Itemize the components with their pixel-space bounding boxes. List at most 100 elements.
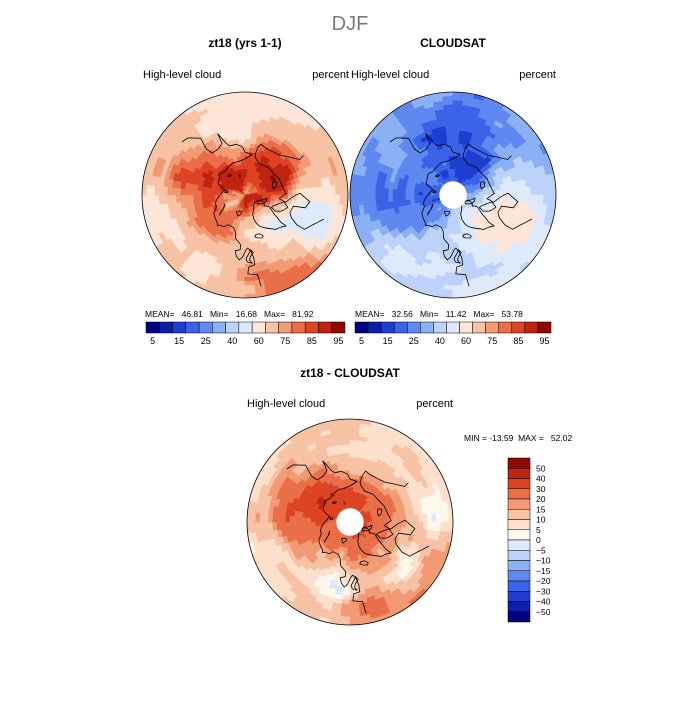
colorbar-swatch (508, 612, 530, 622)
colorbar-tick-label: 15 (383, 336, 393, 346)
field-cell (371, 195, 376, 204)
field-cell (245, 109, 254, 114)
colorbar-tick-label: 10 (536, 515, 546, 525)
field-cell (526, 187, 531, 195)
field-cell (350, 462, 356, 467)
field-cell (345, 565, 350, 570)
field-cell (275, 191, 279, 195)
field-cell (245, 126, 252, 131)
colorbar-tick-label: 85 (307, 336, 317, 346)
field-cell (330, 186, 335, 195)
field-cell (279, 191, 283, 195)
field-cell (453, 144, 458, 149)
field-cell (384, 188, 389, 195)
colorbar-tick-label: −40 (536, 597, 551, 607)
colorbar-tick-label: 20 (536, 494, 546, 504)
field-cell (418, 514, 423, 522)
field-cell (397, 517, 402, 522)
field-cell (286, 515, 291, 522)
field-cell (350, 440, 359, 445)
field-cell (236, 280, 245, 285)
field-cell (303, 517, 308, 522)
field-cell (326, 186, 331, 195)
field-cell (435, 522, 440, 531)
field-cell (281, 515, 286, 522)
field-cell (313, 195, 318, 203)
field-cell (453, 212, 455, 216)
colorbar-swatch (508, 602, 530, 612)
field-cell (240, 238, 245, 243)
field-cell (256, 522, 261, 532)
field-cell (245, 216, 248, 220)
field-cell (350, 569, 355, 574)
field-cell (453, 101, 463, 106)
field-cell (393, 517, 398, 522)
panel2-units-label: percent (519, 69, 556, 81)
field-cell (273, 514, 278, 522)
field-cell (453, 135, 459, 140)
colorbar-swatch (486, 322, 499, 333)
colorbar-tick-label: 50 (536, 463, 546, 473)
colorbar-swatch (508, 509, 530, 519)
colorbar-tick-label: 60 (254, 336, 264, 346)
field-cell (163, 186, 168, 195)
field-cell (453, 216, 456, 220)
pole-mask (439, 181, 466, 208)
field-cell (447, 139, 453, 144)
field-cell (397, 195, 402, 201)
field-cell (453, 229, 457, 233)
field-cell (292, 190, 297, 195)
field-cell (453, 225, 457, 229)
field-cell (453, 233, 457, 238)
field-cell (189, 189, 194, 195)
field-cell (235, 101, 245, 106)
field-cell (245, 122, 253, 127)
field-cell (427, 522, 432, 531)
panel3-variable-label: High-level cloud (247, 398, 325, 410)
field-cell (487, 191, 491, 195)
field-cell (236, 272, 245, 277)
colorbar-tick-label: 75 (487, 336, 497, 346)
field-cell (470, 193, 474, 195)
field-cell (185, 195, 190, 201)
panel3-title: zt18 - CLOUDSAT (300, 366, 400, 380)
colorbar-swatch (508, 479, 530, 489)
field-cell (444, 113, 453, 118)
field-cell (446, 126, 453, 131)
field-cell (384, 195, 389, 202)
pole-mask (336, 508, 363, 535)
field-cell (245, 144, 250, 149)
field-cell (163, 195, 168, 204)
field-cell (453, 118, 461, 123)
field-cell (496, 190, 501, 195)
field-cell (410, 195, 415, 199)
colorbar-swatch (508, 489, 530, 499)
colorbar-swatch (226, 322, 239, 333)
field-cell (260, 522, 265, 531)
colorbar-swatch (446, 322, 459, 333)
field-cell (453, 113, 462, 118)
field-cell (238, 131, 245, 136)
colorbar-swatch (159, 322, 172, 333)
field-cell (245, 238, 250, 243)
field-cell (406, 190, 411, 195)
colorbar-swatch (508, 561, 530, 571)
field-cell (245, 229, 249, 233)
field-cell (271, 192, 275, 195)
colorbar-tick-label: 40 (435, 336, 445, 346)
field-cell (245, 268, 253, 273)
field-cell (371, 186, 376, 195)
field-cell (245, 242, 250, 247)
field-cell (350, 607, 359, 612)
field-cell (350, 603, 359, 608)
field-cell (410, 515, 415, 522)
field-cell (311, 522, 315, 526)
figure-title: DJF (332, 13, 369, 35)
field-cell (348, 501, 350, 505)
field-cell (286, 522, 291, 529)
field-cell (151, 195, 156, 205)
field-cell (504, 195, 509, 201)
field-cell (241, 161, 245, 165)
field-cell (341, 440, 350, 445)
colorbar-swatch (538, 322, 551, 333)
